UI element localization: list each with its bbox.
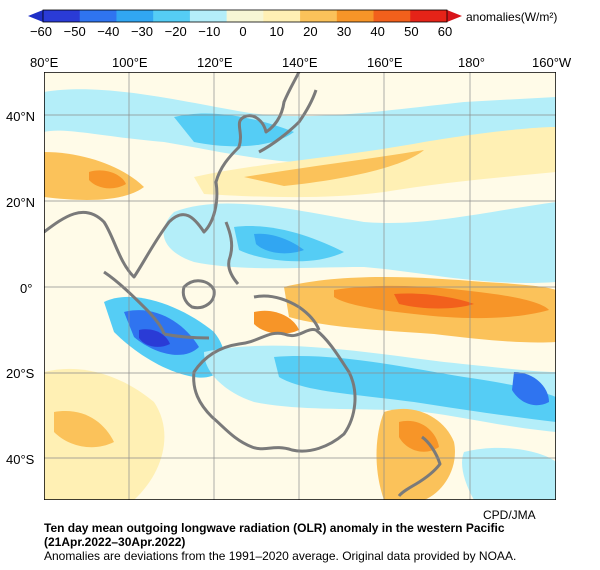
colorbar-tick-label: 60 [437, 24, 453, 39]
colorbar-cell [336, 10, 375, 22]
colorbar-right-arrow [447, 10, 462, 22]
colorbar-tick-label: −50 [63, 24, 86, 39]
credit-label: CPD/JMA [483, 508, 536, 522]
coastlines [44, 72, 442, 497]
colorbar-tick-label: −20 [164, 24, 187, 39]
anomaly-pos-tasman [376, 408, 455, 500]
colorbar-left-arrow [28, 10, 43, 22]
colorbar-tick-label: −40 [97, 24, 120, 39]
anomaly-neg-tropical-deep [254, 233, 304, 254]
anomaly-shading [44, 89, 556, 500]
lon-label-120e: 120°E [197, 55, 233, 70]
graticule [44, 72, 556, 500]
lat-label-0: 0° [20, 281, 33, 296]
colorbar-tick-label: −60 [29, 24, 53, 39]
lon-label-100e: 100°E [112, 55, 148, 70]
colorbar-tick-label: 40 [370, 24, 385, 39]
anomaly-neg-southeast [462, 447, 556, 500]
anomaly-neg-indonesia-deep [139, 329, 170, 347]
colorbar-cell [373, 10, 411, 22]
colorbar-tick-label: 20 [303, 24, 318, 39]
coastline-new-zealand [397, 435, 442, 497]
colorbar-cell [153, 10, 191, 22]
lat-label-20n: 20°N [6, 195, 36, 210]
colorbar-title: anomalies(W/m²) [466, 10, 558, 24]
colorbar-tick-label: −30 [130, 24, 154, 39]
colorbar-tick-label: −10 [198, 24, 221, 39]
coastline-borneo [181, 279, 216, 310]
coastline-philippines [224, 221, 240, 285]
caption-period: (21Apr.2022–30Apr.2022) [44, 535, 186, 549]
anomaly-neg-south-deep [512, 372, 549, 406]
coastline-java [163, 332, 210, 340]
colorbar-cell [189, 10, 228, 22]
anomaly-neg-south-core [274, 356, 556, 422]
lon-label-180: 180° [458, 55, 485, 70]
colorbar-cell [79, 10, 117, 22]
caption-note: Anomalies are deviations from the 1991–2… [44, 549, 517, 563]
colorbar-tick-label: 10 [269, 24, 284, 39]
colorbar-cell [410, 10, 448, 22]
colorbar-cell [263, 10, 301, 22]
coastline-australia [192, 328, 357, 453]
colorbar-cell [43, 10, 81, 22]
lat-label-40s: 40°S [6, 452, 35, 467]
colorbar [28, 9, 462, 23]
colorbar-cell [300, 10, 338, 22]
lon-label-160e: 160°E [367, 55, 403, 70]
anomaly-neg-tropical [163, 202, 556, 284]
caption-title: Ten day mean outgoing longwave radiation… [44, 521, 505, 535]
colorbar-tick-label: 50 [404, 24, 419, 39]
olr-anomaly-map [44, 72, 556, 500]
lat-label-20s: 20°S [6, 366, 35, 381]
lon-label-80e: 80°E [30, 55, 59, 70]
colorbar-tick-label: 0 [239, 24, 247, 39]
lat-label-40n: 40°N [6, 109, 36, 124]
lon-label-140e: 140°E [282, 55, 318, 70]
anomaly-neg-north-core [174, 113, 294, 147]
anomaly-neg-indonesia-core [124, 310, 199, 355]
colorbar-tick-label: 30 [336, 24, 352, 39]
colorbar-cell [226, 10, 264, 22]
anomaly-pos-south-indian-core [54, 411, 114, 448]
anomaly-pos-west-north-core [89, 170, 126, 189]
colorbar-cell [116, 10, 154, 22]
anomaly-pos-png [254, 310, 299, 334]
coastline-asia [44, 72, 301, 279]
anomaly-pos-equatorial-deep [394, 293, 474, 309]
coastline-sumatra [103, 270, 166, 335]
anomaly-pos-north-core [244, 150, 424, 186]
lon-label-160w: 160°W [532, 55, 572, 70]
